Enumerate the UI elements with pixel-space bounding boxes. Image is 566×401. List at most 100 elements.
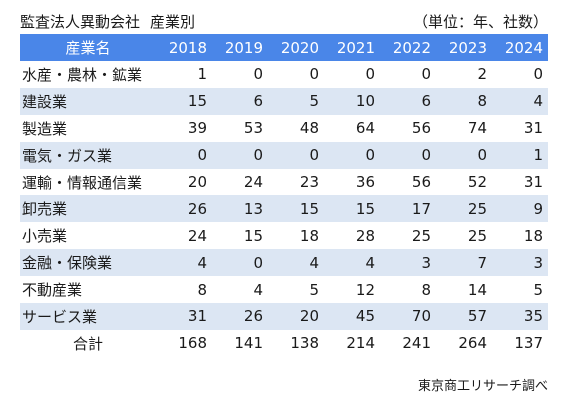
value-cell: 0 — [477, 146, 487, 165]
value-cell: 56 — [411, 173, 431, 191]
value-cell: 39 — [187, 119, 207, 138]
value-cell: 168 — [178, 334, 207, 353]
value-cell: 3 — [533, 253, 543, 272]
value-cell: 2 — [477, 65, 487, 84]
value-cell: 15 — [187, 92, 207, 111]
industry-label: 小売業 — [22, 227, 68, 246]
value-cell: 5 — [533, 280, 543, 299]
industry-label: 卸売業 — [22, 200, 68, 219]
value-cell: 0 — [253, 146, 263, 165]
industry-label: 水産・農林・鉱業 — [22, 65, 143, 84]
table-row: 小売業 24 15 18 28 25 25 18 — [20, 222, 548, 249]
value-cell: 0 — [309, 146, 319, 165]
value-cell: 74 — [467, 119, 487, 138]
value-cell: 0 — [253, 253, 263, 272]
value-cell: 0 — [309, 65, 319, 84]
value-cell: 0 — [421, 65, 431, 84]
value-cell: 4 — [533, 92, 543, 111]
value-cell: 57 — [467, 307, 487, 326]
value-cell: 5 — [309, 92, 319, 111]
value-cell: 31 — [523, 119, 543, 138]
value-cell: 64 — [355, 119, 375, 138]
header-year: 2020 — [280, 38, 319, 57]
value-cell: 7 — [477, 253, 487, 272]
header-year: 2018 — [168, 38, 207, 57]
value-cell: 10 — [355, 92, 375, 111]
value-cell: 26 — [243, 307, 263, 326]
value-cell: 0 — [533, 65, 543, 84]
value-cell: 14 — [467, 280, 487, 299]
value-cell: 24 — [243, 173, 263, 191]
value-cell: 48 — [299, 119, 319, 138]
title-row: 監査法人異動会社 産業別 （単位：年、社数） — [20, 12, 548, 32]
industry-label: サービス業 — [22, 307, 98, 326]
value-cell: 12 — [355, 280, 375, 299]
value-cell: 0 — [421, 146, 431, 165]
subtitle-text: 産業別 — [150, 13, 196, 31]
table-row: 製造業 39 53 48 64 56 74 31 — [20, 115, 548, 142]
value-cell: 1 — [533, 146, 543, 165]
value-cell: 20 — [187, 173, 207, 191]
value-cell: 26 — [187, 199, 207, 218]
value-cell: 17 — [411, 199, 431, 218]
header-year: 2021 — [336, 38, 375, 57]
industry-label: 製造業 — [22, 119, 68, 138]
value-cell: 18 — [523, 226, 543, 245]
value-cell: 15 — [299, 199, 319, 218]
source-note: 東京商工リサーチ調べ — [417, 379, 548, 394]
value-cell: 45 — [355, 307, 375, 326]
value-cell: 70 — [411, 307, 431, 326]
table-row: 不動産業 8 4 5 12 8 14 5 — [20, 276, 548, 303]
value-cell: 53 — [243, 119, 263, 138]
value-cell: 8 — [477, 92, 487, 111]
table-title: 監査法人異動会社 産業別 — [20, 12, 195, 32]
value-cell: 0 — [365, 65, 375, 84]
value-cell: 264 — [458, 334, 487, 353]
value-cell: 52 — [467, 173, 487, 191]
header-year: 2024 — [504, 38, 543, 57]
header-year: 2019 — [224, 38, 263, 57]
value-cell: 5 — [309, 280, 319, 299]
value-cell: 138 — [290, 334, 319, 353]
data-table: 産業名 2018 2019 2020 2021 2022 2023 2024 水… — [20, 34, 548, 357]
total-label: 合計 — [72, 334, 103, 353]
value-cell: 9 — [533, 199, 543, 218]
value-cell: 8 — [197, 280, 207, 299]
industry-label: 建設業 — [22, 92, 68, 111]
value-cell: 4 — [253, 280, 263, 299]
industry-label: 不動産業 — [22, 281, 83, 300]
table-row: 電気・ガス業 0 0 0 0 0 0 1 — [20, 141, 548, 169]
header-industry: 産業名 — [65, 39, 111, 57]
value-cell: 0 — [197, 146, 207, 165]
value-cell: 4 — [197, 253, 207, 272]
value-cell: 0 — [253, 65, 263, 84]
value-cell: 56 — [411, 119, 431, 138]
table-row: 金融・保険業 4 0 4 4 3 7 3 — [20, 249, 548, 277]
total-row: 合計 168 141 138 214 241 264 137 — [20, 330, 548, 357]
value-cell: 25 — [467, 199, 487, 218]
value-cell: 0 — [365, 146, 375, 165]
value-cell: 25 — [467, 226, 487, 245]
value-cell: 15 — [243, 226, 263, 245]
value-cell: 18 — [299, 226, 319, 245]
value-cell: 6 — [253, 92, 263, 111]
value-cell: 4 — [309, 253, 319, 272]
header-row: 産業名 2018 2019 2020 2021 2022 2023 2024 — [20, 34, 548, 61]
value-cell: 15 — [355, 199, 375, 218]
table-row: サービス業 31 26 20 45 70 57 35 — [20, 303, 548, 330]
value-cell: 13 — [243, 199, 263, 218]
industry-label: 金融・保険業 — [22, 254, 113, 273]
table-row: 卸売業 26 13 15 15 17 25 9 — [20, 195, 548, 223]
value-cell: 6 — [421, 92, 431, 111]
value-cell: 24 — [187, 226, 207, 245]
table-row: 水産・農林・鉱業 1 0 0 0 0 2 0 — [20, 61, 548, 88]
industry-label: 運輸・情報通信業 — [22, 173, 143, 192]
value-cell: 141 — [234, 334, 263, 353]
value-cell: 36 — [355, 173, 375, 191]
header-year: 2022 — [392, 38, 431, 57]
value-cell: 241 — [402, 334, 431, 353]
value-cell: 8 — [421, 280, 431, 299]
value-cell: 31 — [187, 307, 207, 326]
unit-note: （単位：年、社数） — [412, 13, 548, 31]
title-text: 監査法人異動会社 — [20, 13, 141, 31]
